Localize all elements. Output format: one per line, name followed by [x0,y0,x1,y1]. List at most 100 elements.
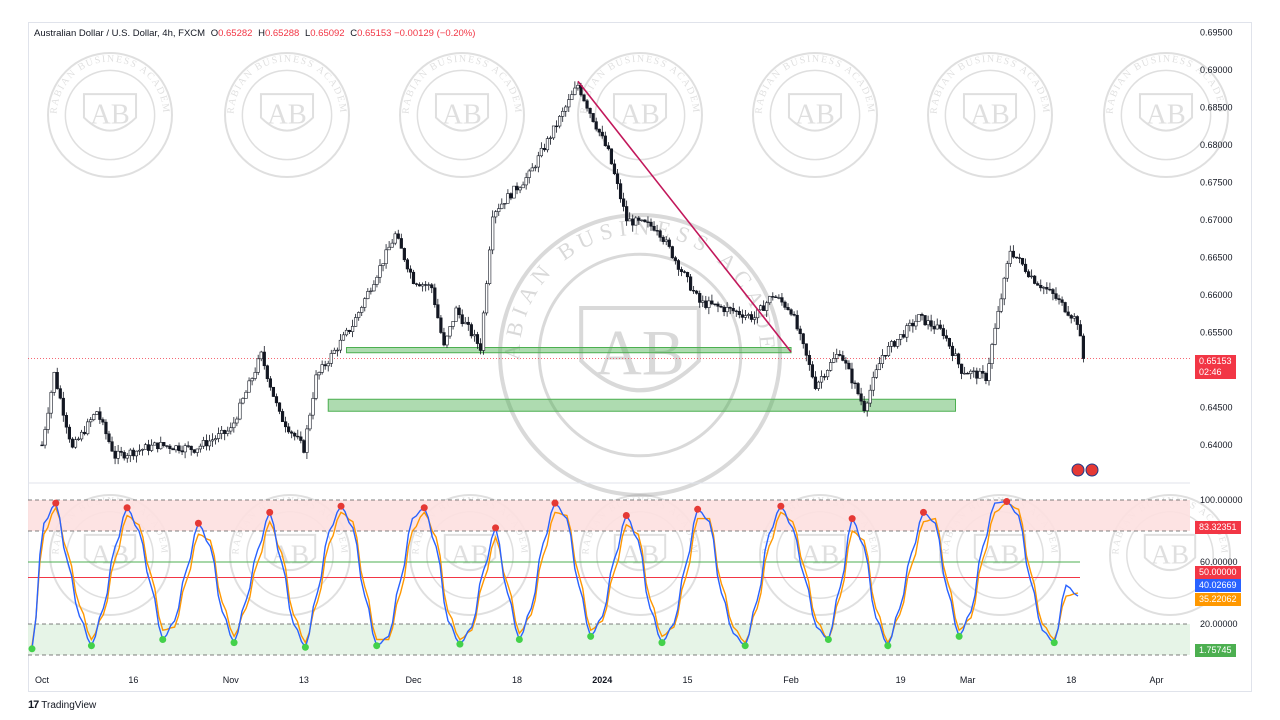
candle [819,370,824,389]
time-axis-label: Mar [960,675,976,685]
candle-body-down [947,338,952,347]
candle-body-down [1066,311,1070,316]
overbought-marker [52,499,60,507]
seal-outer-ring [752,52,878,178]
candle [1051,288,1055,301]
candle-body-up [1072,316,1076,319]
candle [908,319,912,332]
candle [682,270,687,274]
candle [561,107,565,122]
candle-body-down [469,324,473,337]
candle [433,283,437,308]
candle-body-down [64,414,68,428]
candle [731,302,735,314]
candle-body-down [162,442,166,446]
candle [795,310,799,331]
candle [896,338,900,349]
candle [402,247,406,262]
candle [643,219,647,223]
candle-body-down [719,305,723,308]
shield-icon [83,533,137,571]
candle [335,347,339,357]
candle [457,304,461,319]
candle-body-down [710,300,714,305]
candle-body-up [384,249,388,265]
candle-body-down [762,305,766,311]
candle-body-up [217,433,221,439]
candle [640,219,644,222]
candle-body-up [896,338,900,347]
candle-body-down [122,452,126,459]
candle-body-up [332,349,336,354]
candle [262,345,266,370]
candle-body-up [1030,275,1034,278]
candle [317,371,321,380]
candle-body-up [259,351,263,360]
candle-body-down [283,421,288,428]
bar-countdown: 02:46 [1199,367,1222,377]
candle [1066,305,1070,317]
candle-body-down [798,328,802,335]
candle [305,424,309,459]
candle-body-up [865,402,869,412]
candle [807,350,811,371]
candle [832,352,836,364]
candle-body-up [305,428,309,453]
candle-body-down [737,310,741,315]
candle [338,333,343,354]
candle [987,357,991,386]
shield-icon [787,93,843,132]
candle-body-down [274,396,279,404]
candle-body-up [634,217,638,226]
candle-body-down [932,326,936,330]
candle [649,218,653,231]
candle [217,427,221,443]
seal-outer-ring [1103,52,1229,178]
candle-body-down [168,445,172,449]
candle-body-up [229,427,233,432]
candle [210,433,215,447]
candle [911,319,915,333]
candle [932,320,936,335]
candle [871,371,875,397]
seal-outer-ring [579,494,701,616]
candle [478,338,483,355]
candle-body-down [822,376,827,378]
candle-body-down [478,343,483,351]
seal-ring-text-path: ARABIAN BUSINESS ACADEMY [0,0,1228,555]
candle [850,362,854,389]
candle [734,309,738,317]
candle [360,305,364,317]
candle [631,214,635,232]
low-value: 0.65092 [310,28,345,39]
watermark-seal: ABARABIAN BUSINESS ACADEMY [0,0,525,178]
candle [789,308,793,317]
candle [783,300,787,310]
seal-inner-ring [241,69,333,161]
candle [947,337,952,350]
candle [527,168,531,184]
candle-body-down [271,386,276,397]
candle-body-down [676,260,681,270]
shield-icon [613,533,667,571]
candle [625,200,629,226]
candle-body-down [792,313,796,316]
osc-axis-label: 20.00000 [1200,619,1238,629]
seal-inner-ring [537,252,743,458]
candle-body-up [826,370,830,378]
candle-body-up [917,314,921,322]
candle-body-down [1078,324,1082,337]
oversold-marker [658,639,666,647]
candle [685,271,690,283]
oscillator-panel [28,498,1190,656]
candle-body-up [880,355,885,364]
candle-body-up [140,448,145,451]
flag-icon-left [1071,463,1085,477]
candle-body-down [433,287,437,306]
candle-body-up [567,99,571,108]
candle [719,304,723,309]
candle [914,314,918,330]
candle-body-down [1026,271,1031,278]
candle [396,229,400,240]
